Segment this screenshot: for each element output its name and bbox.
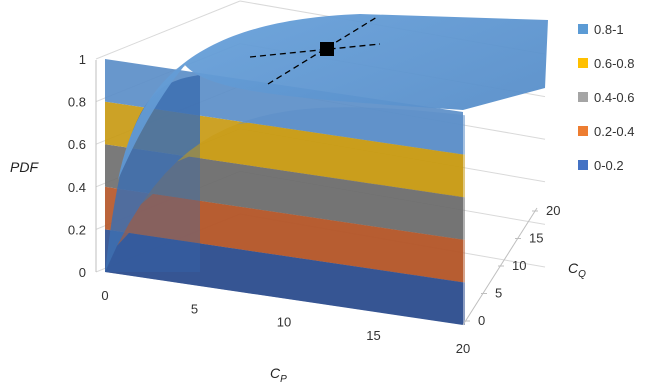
legend-swatch [578, 160, 588, 170]
surface-fold-band-2 [105, 156, 465, 272]
legend-swatch [578, 24, 588, 34]
legend: 0.8-1 0.6-0.8 0.4-0.6 0.2-0.4 0-0.2 [578, 22, 634, 173]
y-axis-label: CQ [568, 260, 586, 280]
annotation-marker [249, 16, 381, 85]
x-tick-label: 10 [277, 315, 291, 330]
z-tick-label: 0.6 [68, 137, 86, 152]
y-tick-label: 20 [546, 203, 560, 218]
legend-swatch [578, 58, 588, 68]
legend-label: 0-0.2 [594, 158, 624, 173]
y-tick-label: 5 [495, 286, 502, 301]
y-tick-label: 15 [529, 231, 543, 246]
y-axis-label-main: C [568, 260, 579, 276]
z-axis-ticks: 0 0.2 0.4 0.6 0.8 1 [68, 52, 86, 280]
x-axis-label-sub: P [280, 374, 287, 385]
legend-label: 0.4-0.6 [594, 90, 634, 105]
y-tick-label: 0 [478, 313, 485, 328]
x-tick-label: 5 [191, 301, 198, 316]
legend-label: 0.6-0.8 [594, 56, 634, 71]
y-tick-label: 10 [512, 258, 526, 273]
surface-fold-band-4 [105, 107, 465, 272]
surface-top-face [118, 14, 548, 180]
x-axis-label: CP [270, 365, 287, 385]
y-axis-label-sub: Q [578, 269, 586, 280]
z-tick-label: 0.2 [68, 222, 86, 237]
x-axis-label-main: C [270, 365, 281, 381]
annotation-dash-1 [249, 43, 381, 58]
x-axis-ticks: 0 5 10 15 20 [101, 288, 470, 356]
grid-line-left [95, 0, 241, 60]
legend-label: 0.2-0.4 [594, 124, 634, 139]
surface-fold-band-3 [105, 122, 465, 272]
annotation-square [320, 42, 334, 56]
z-axis-label: PDF [10, 159, 39, 175]
surface-fold-bands [105, 107, 465, 325]
x-tick-label: 0 [101, 288, 108, 303]
z-tick-label: 1 [79, 52, 86, 67]
z-tick-label: 0.4 [68, 180, 86, 195]
legend-swatch [578, 126, 588, 136]
legend-swatch [578, 92, 588, 102]
x-tick-label: 20 [456, 341, 470, 356]
z-tick-label: 0.8 [68, 95, 86, 110]
surface-fold-band-1 [105, 193, 465, 283]
surface-fold-band-0 [105, 232, 465, 325]
legend-label: 0.8-1 [594, 22, 624, 37]
z-tick-label: 0 [79, 265, 86, 280]
x-tick-label: 15 [366, 328, 380, 343]
